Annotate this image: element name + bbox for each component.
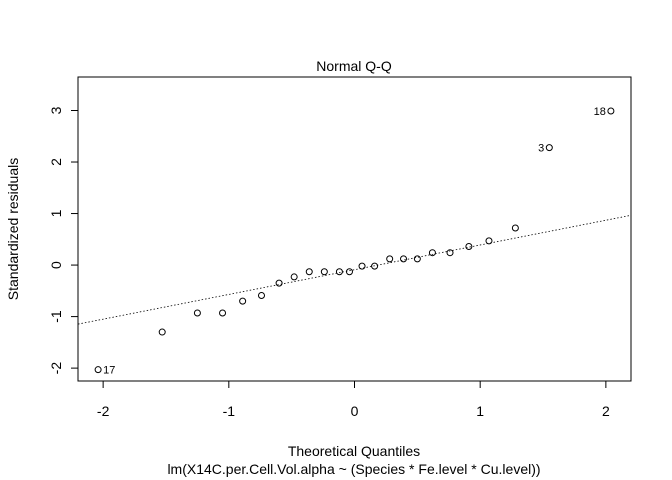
data-point	[290, 273, 298, 281]
data-point	[545, 144, 553, 152]
data-point	[413, 255, 421, 263]
data-point	[335, 268, 343, 276]
y-axis: -2 -1 0 1 2 3	[48, 106, 78, 374]
reference-line-group	[77, 214, 632, 325]
data-point	[607, 107, 615, 115]
data-point	[511, 224, 519, 232]
point-id-label: 18	[594, 106, 606, 118]
y-tick-label: 3	[48, 106, 64, 114]
point-labels: 17 3 18	[103, 106, 606, 377]
data-point	[446, 249, 454, 257]
x-axis: -2 -1 0 1 2	[97, 381, 610, 419]
data-point	[275, 279, 283, 287]
chart-title: Normal Q-Q	[316, 58, 392, 74]
data-point	[358, 262, 366, 270]
point-id-label: 3	[538, 143, 544, 155]
y-tick-label: -1	[48, 310, 64, 323]
data-point	[386, 255, 394, 263]
data-point	[219, 309, 227, 317]
chart-subtitle: lm(X14C.per.Cell.Vol.alpha ~ (Species * …	[167, 461, 540, 477]
data-point	[257, 291, 265, 299]
y-tick-label: 1	[48, 209, 64, 217]
data-point	[158, 328, 166, 336]
x-tick-label: 2	[602, 403, 610, 419]
data-point	[320, 268, 328, 276]
x-tick-label: -2	[97, 403, 110, 419]
y-tick-label: -2	[48, 362, 64, 375]
data-point	[465, 243, 473, 251]
x-tick-label: 0	[351, 403, 359, 419]
data-point	[428, 249, 436, 257]
data-point	[371, 262, 379, 270]
data-point	[193, 309, 201, 317]
data-point	[239, 297, 247, 305]
data-points	[94, 107, 615, 374]
qq-reference-line	[77, 214, 632, 325]
data-point	[94, 366, 102, 374]
x-tick-label: -1	[223, 403, 236, 419]
data-point	[400, 255, 408, 263]
point-id-label: 17	[103, 365, 115, 377]
data-point	[305, 268, 313, 276]
data-point	[345, 268, 353, 276]
data-point	[485, 237, 493, 245]
y-axis-label: Standardized residuals	[5, 158, 21, 300]
x-tick-label: 1	[476, 403, 484, 419]
y-tick-label: 2	[48, 158, 64, 166]
y-tick-label: 0	[48, 261, 64, 269]
x-axis-label: Theoretical Quantiles	[288, 443, 420, 459]
